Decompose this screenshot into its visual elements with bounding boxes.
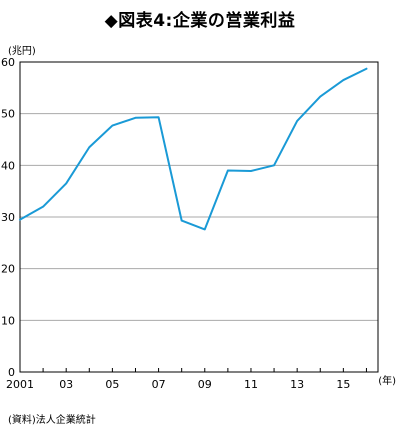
series-layer [19,67,368,231]
x-tick-label: 15 [336,378,350,391]
x-tick-label: 05 [105,378,119,391]
chart-title: ◆図表4:企業の営業利益 [104,11,296,31]
x-tick-label: 2001 [6,378,34,391]
y-axis-unit-label: (兆円) [8,46,36,57]
x-tick-label: 07 [152,378,166,391]
y-tick-label: 10 [1,314,15,327]
series-line-operating-profit [19,67,368,231]
y-tick-label: 40 [1,159,15,172]
y-tick-label: 50 [1,108,15,121]
x-axis-ticks: 2001 03 05 07 09 11 13 15 [6,378,350,391]
y-tick-label: 20 [1,263,15,276]
source-note: (資料)法人企業統計 [8,415,96,426]
y-tick-label: 60 [1,56,15,69]
plot-frame [19,61,379,373]
y-tick-label: 0 [8,366,15,379]
gridlines [20,113,378,321]
x-tick-label: 13 [290,378,304,391]
y-tick-label: 30 [1,211,15,224]
x-tick-label: 11 [244,378,258,391]
x-axis-unit-label: (年) [378,374,396,387]
x-tick-label: 09 [198,378,212,391]
axes [19,61,379,373]
y-axis-ticks: 0 10 20 30 40 50 60 [1,56,15,379]
x-tick-label: 03 [59,378,73,391]
